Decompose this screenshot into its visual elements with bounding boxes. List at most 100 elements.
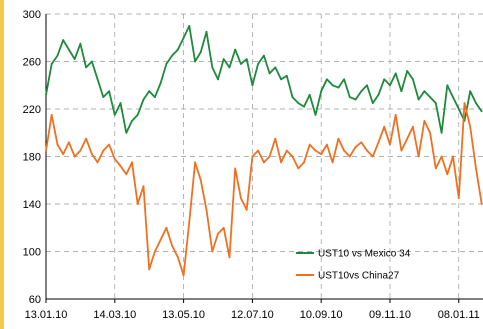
data-point [125,173,128,176]
data-point [131,120,133,122]
data-point [79,42,82,45]
data-point [194,161,197,164]
data-point [131,161,133,164]
data-point [108,90,110,93]
data-point [366,84,368,87]
data-point [383,125,386,128]
data-point [480,203,483,205]
data-point [228,66,231,69]
data-point [326,78,328,81]
data-point [280,78,282,81]
data-point [389,143,391,146]
data-point [297,167,300,170]
data-point [211,66,214,69]
data-point [446,84,449,87]
data-point [188,25,191,27]
data-point [199,179,202,182]
data-point [113,114,116,116]
data-point [348,96,351,98]
data-point [263,161,265,164]
data-point [291,155,294,158]
data-point [154,96,156,98]
line-chart: 60 100 140 180 220 260 300 13.01.10 14.03.10 13.0… [23,9,483,321]
data-point [377,141,380,144]
data-point [56,54,59,57]
data-point [285,74,288,77]
data-point [480,110,483,113]
x-tick-label: 09.11.10 [369,309,411,321]
data-point [182,36,185,39]
data-point [475,102,477,104]
data-point [217,232,219,235]
x-tick-label: 12.07.10 [231,309,274,321]
legend-label: UST10vs China27 [318,271,400,282]
data-point [50,114,53,116]
data-point [177,256,179,259]
data-point [234,167,237,170]
data-point [394,114,397,116]
y-tick-label: 60 [29,294,41,306]
data-point [68,48,70,51]
data-point [165,63,168,65]
x-tick-label: 10.09.10 [300,309,343,321]
data-point [222,226,225,229]
data-point [326,143,328,146]
data-point [429,131,431,134]
y-tick-label: 140 [23,199,41,211]
data-point [337,86,340,89]
data-point [452,155,454,158]
data-point [308,93,311,96]
data-point [434,102,437,104]
data-point [314,114,317,116]
data-point [463,102,466,104]
data-point [85,137,87,140]
data-point [165,226,168,229]
data-point [263,54,265,57]
data-point [56,143,59,146]
data-point [389,84,391,87]
data-point [303,161,305,164]
data-point [119,102,122,104]
data-point [245,209,248,211]
data-point [240,63,242,65]
data-point [337,137,340,140]
data-point [148,268,151,271]
data-point [291,96,294,98]
data-point [417,98,420,101]
data-point [142,98,145,101]
legend-label: UST10 vs Mexico 34 [318,249,411,260]
data-point [125,131,128,134]
data-point [73,58,76,60]
data-point [343,78,345,81]
data-point [62,39,65,41]
data-point [360,141,363,144]
data-point [240,197,242,200]
data-point [412,125,414,128]
data-point [366,149,368,152]
data-point [440,131,443,134]
data-point [457,197,460,200]
data-point [45,149,47,152]
data-point [188,220,191,223]
data-point [331,84,334,87]
data-point [142,185,145,188]
data-point [354,146,357,148]
data-point [159,238,162,241]
data-point [182,274,185,277]
data-point [446,173,449,176]
data-point [440,155,443,158]
y-tick-label: 180 [23,152,41,164]
data-point [429,96,431,98]
data-point [268,155,271,158]
data-point [85,66,87,69]
data-point [45,93,47,96]
data-point [303,105,305,108]
data-point [177,48,179,51]
data-point [205,30,208,33]
data-point [343,149,345,152]
data-point [434,167,437,170]
data-point [113,158,116,160]
data-point [205,209,208,211]
data-point [245,58,248,60]
